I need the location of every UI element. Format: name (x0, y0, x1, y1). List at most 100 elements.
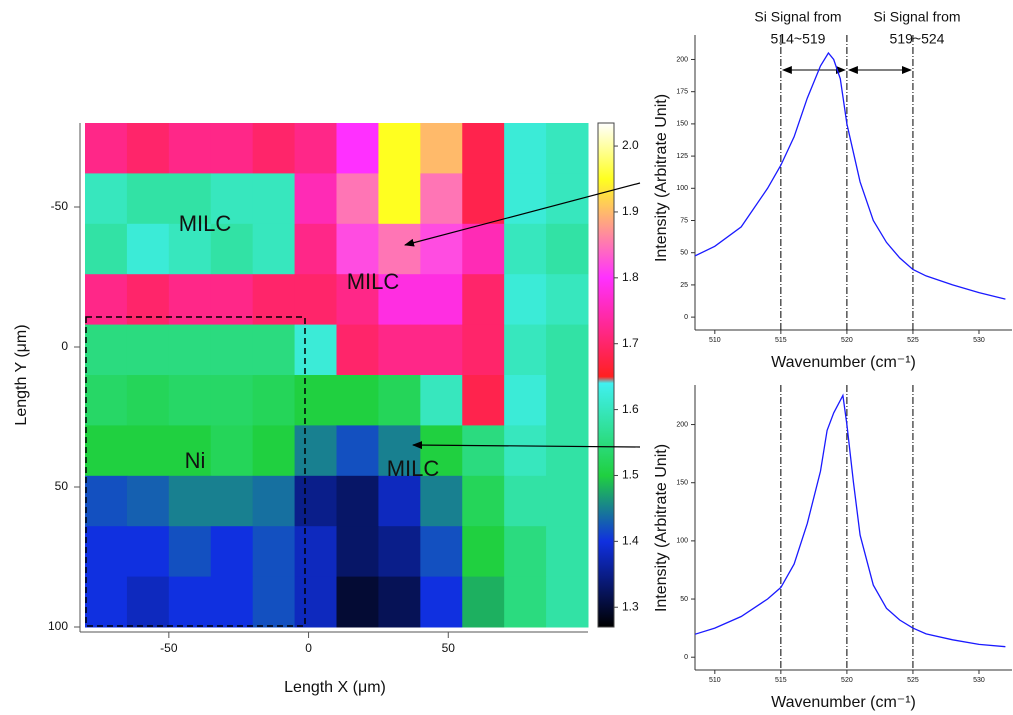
heat-cell (253, 526, 295, 577)
heat-cell (85, 526, 127, 577)
colorbar-tick-label: 1.4 (622, 534, 639, 548)
heat-cell (211, 526, 253, 577)
heat-cell (462, 274, 504, 325)
heat-cell (504, 274, 546, 325)
range-label: Si Signal from (754, 9, 841, 25)
y-tick-label: 50 (680, 596, 688, 603)
y-tick-label: 100 (48, 619, 68, 633)
heat-cell (127, 425, 169, 476)
x-tick-label: -50 (160, 641, 178, 655)
heat-cell (295, 526, 337, 577)
heat-cell (211, 577, 253, 628)
heat-cell (295, 375, 337, 426)
heat-cell (85, 577, 127, 628)
heat-cell (253, 425, 295, 476)
colorbar-tick-label: 2.0 (622, 138, 639, 152)
y-tick-label: -50 (51, 199, 69, 213)
heat-cell (546, 375, 588, 426)
heat-cell (546, 274, 588, 325)
range-label: 519~524 (890, 31, 945, 47)
y-tick-label: 0 (684, 654, 688, 661)
y-tick-label: 150 (676, 480, 688, 487)
heat-cell (420, 325, 462, 376)
heat-cell (253, 476, 295, 527)
region-label: MILC (347, 269, 400, 294)
heat-cell (253, 577, 295, 628)
heat-cell (295, 425, 337, 476)
heat-cell (85, 325, 127, 376)
y-tick-label: 200 (676, 56, 688, 63)
heat-cell (127, 577, 169, 628)
heat-cell (504, 526, 546, 577)
heat-cell (169, 526, 211, 577)
y-axis-title: Length Y (μm) (13, 324, 30, 425)
heat-cell (378, 476, 420, 527)
x-axis-title: Wavenumber (cm⁻¹) (771, 354, 916, 371)
heat-cell (546, 325, 588, 376)
heat-cell (504, 476, 546, 527)
heat-cell (211, 325, 253, 376)
heat-cell (337, 425, 379, 476)
y-tick-label: 0 (61, 339, 68, 353)
heat-cell (504, 123, 546, 174)
heat-cell (337, 476, 379, 527)
heat-cell (253, 375, 295, 426)
heat-cell (378, 123, 420, 174)
range-label: Si Signal from (873, 9, 960, 25)
heat-cell (295, 577, 337, 628)
heat-cell (504, 325, 546, 376)
y-tick-label: 125 (676, 153, 688, 160)
y-tick-label: 25 (680, 282, 688, 289)
heat-cell (85, 425, 127, 476)
heat-cell (337, 526, 379, 577)
heat-cell (127, 224, 169, 275)
x-tick-label: 530 (973, 677, 985, 684)
heat-cell (85, 476, 127, 527)
heat-cell (420, 123, 462, 174)
heat-cell (546, 224, 588, 275)
heat-cell (337, 375, 379, 426)
heat-cell (253, 325, 295, 376)
range-label: 514~519 (771, 31, 826, 47)
heat-cell (85, 173, 127, 224)
colorbar-tick-label: 1.3 (622, 599, 639, 613)
x-tick-label: 50 (442, 641, 456, 655)
heat-cell (378, 375, 420, 426)
colorbar-tick-label: 1.9 (622, 204, 639, 218)
heat-cell (420, 476, 462, 527)
y-tick-label: 100 (676, 185, 688, 192)
colorbar-tick-label: 1.7 (622, 336, 639, 350)
heat-cell (337, 325, 379, 376)
x-tick-label: 510 (709, 677, 721, 684)
heat-cell (337, 123, 379, 174)
heat-cell (253, 123, 295, 174)
heat-cell (169, 476, 211, 527)
heat-cell (169, 325, 211, 376)
heat-cell (462, 375, 504, 426)
heat-cell (127, 173, 169, 224)
heat-cell (378, 325, 420, 376)
heat-cell (85, 375, 127, 426)
heat-cell (85, 224, 127, 275)
heat-cell (420, 577, 462, 628)
heat-cell (504, 375, 546, 426)
y-tick-label: 100 (676, 538, 688, 545)
heat-cell (337, 577, 379, 628)
heat-cell (462, 476, 504, 527)
heat-cell (127, 123, 169, 174)
y-tick-label: 0 (684, 314, 688, 321)
heat-cell (211, 375, 253, 426)
heat-cell (211, 476, 253, 527)
x-axis-title: Length X (μm) (284, 679, 386, 696)
heat-cell (85, 123, 127, 174)
heat-cell (462, 526, 504, 577)
heat-cell (546, 577, 588, 628)
x-tick-label: 510 (709, 337, 721, 344)
heat-cell (504, 577, 546, 628)
x-tick-label: 0 (305, 641, 312, 655)
heat-cell (462, 577, 504, 628)
heat-cell (295, 476, 337, 527)
heat-cell (127, 476, 169, 527)
x-tick-label: 515 (775, 337, 787, 344)
